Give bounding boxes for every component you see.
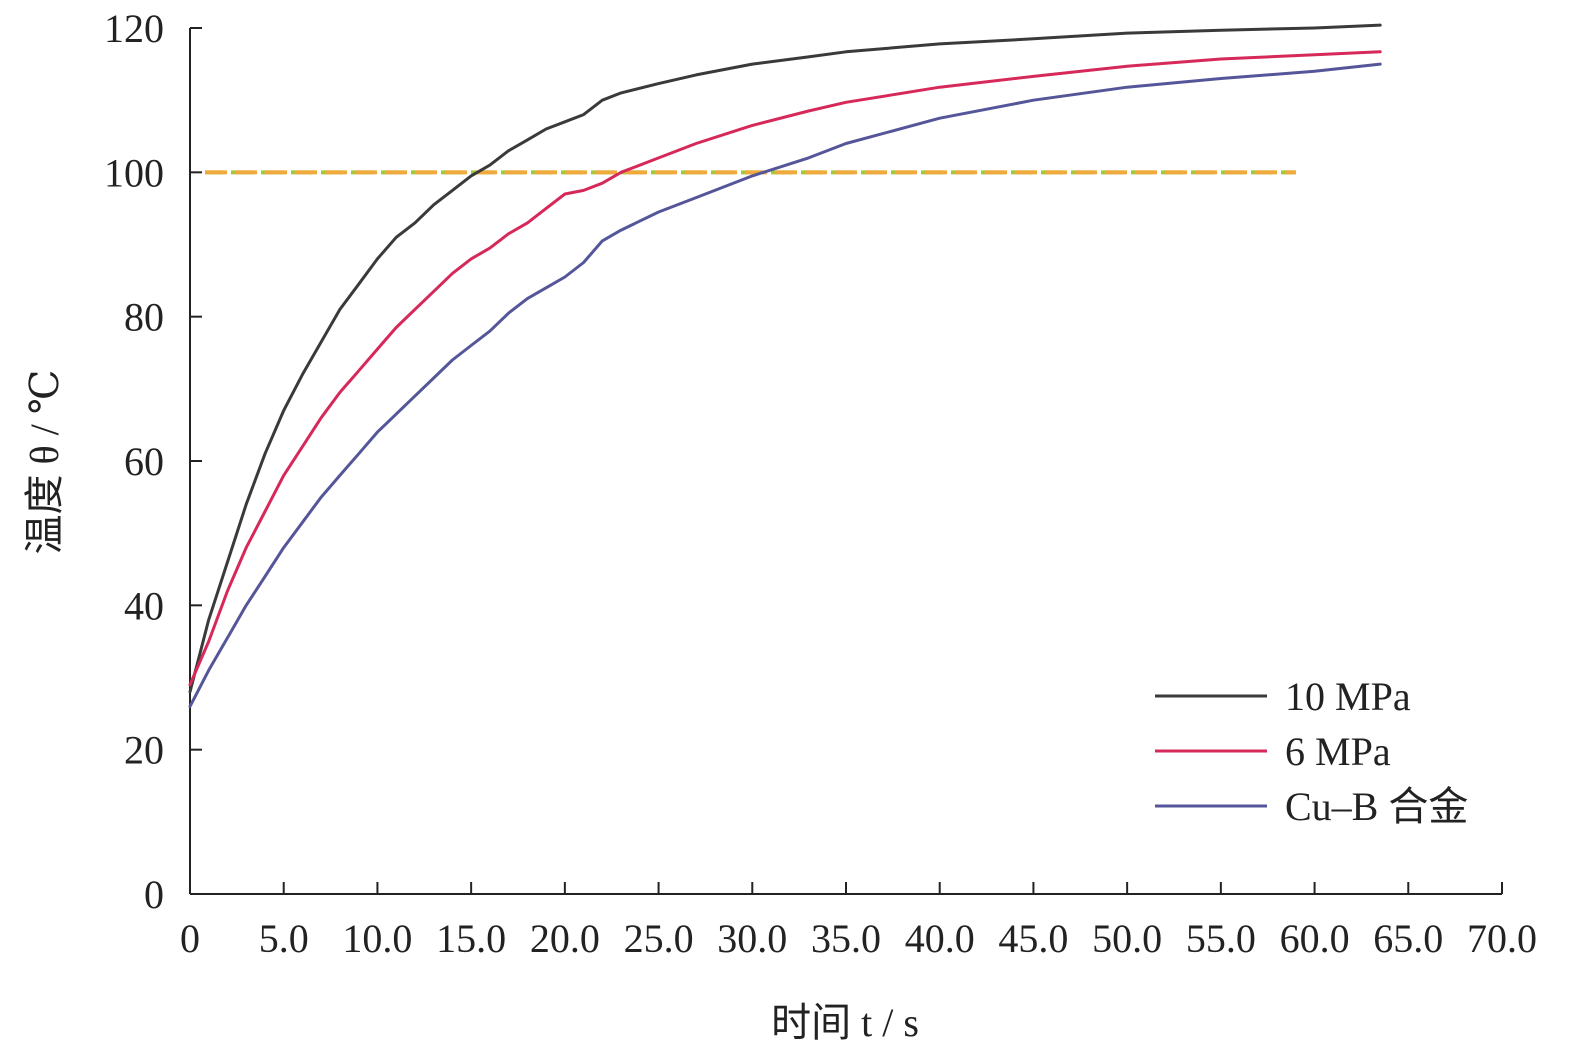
- x-tick-label: 50.0: [1092, 916, 1162, 961]
- series-line-3: [188, 62, 1382, 708]
- series-group: [188, 23, 1382, 708]
- x-tick-label: 15.0: [436, 916, 506, 961]
- legend: 10 MPa 6 MPa Cu–B 合金: [1155, 674, 1468, 829]
- x-tick-label: 40.0: [905, 916, 975, 961]
- y-tick-label: 20: [124, 728, 164, 773]
- series-line-2: [188, 50, 1382, 687]
- x-tick-label: 20.0: [530, 916, 600, 961]
- tick-labels: 0 5.0 10.0 15.0 20.0 25.0 30.0 35.0 40.0 45.0 50.0…: [104, 6, 1537, 961]
- x-tick-label: 5.0: [259, 916, 309, 961]
- x-tick-label: 60.0: [1280, 916, 1350, 961]
- x-tick-label: 55.0: [1186, 916, 1256, 961]
- legend-label-1: 10 MPa: [1285, 674, 1411, 719]
- x-tick-label: 30.0: [717, 916, 787, 961]
- y-tick-label: 40: [124, 583, 164, 628]
- y-tick-label: 120: [104, 6, 164, 51]
- x-tick-label: 0: [180, 916, 200, 961]
- y-tick-label: 0: [144, 872, 164, 917]
- x-axis-title: 时间 t / s: [771, 1000, 919, 1045]
- y-tick-label: 80: [124, 295, 164, 340]
- y-tick-label: 100: [104, 150, 164, 195]
- axes: [189, 27, 1503, 895]
- legend-label-3: Cu–B 合金: [1285, 784, 1468, 829]
- x-tick-label: 35.0: [811, 916, 881, 961]
- x-tick-label: 10.0: [342, 916, 412, 961]
- series-line-1: [188, 23, 1382, 694]
- y-tick-label: 60: [124, 439, 164, 484]
- x-tick-label: 25.0: [624, 916, 694, 961]
- legend-label-2: 6 MPa: [1285, 729, 1391, 774]
- x-tick-label: 45.0: [998, 916, 1068, 961]
- x-tick-label: 65.0: [1373, 916, 1443, 961]
- x-tick-label: 70.0: [1467, 916, 1537, 961]
- y-axis-title: 温度 θ / ℃: [22, 369, 67, 554]
